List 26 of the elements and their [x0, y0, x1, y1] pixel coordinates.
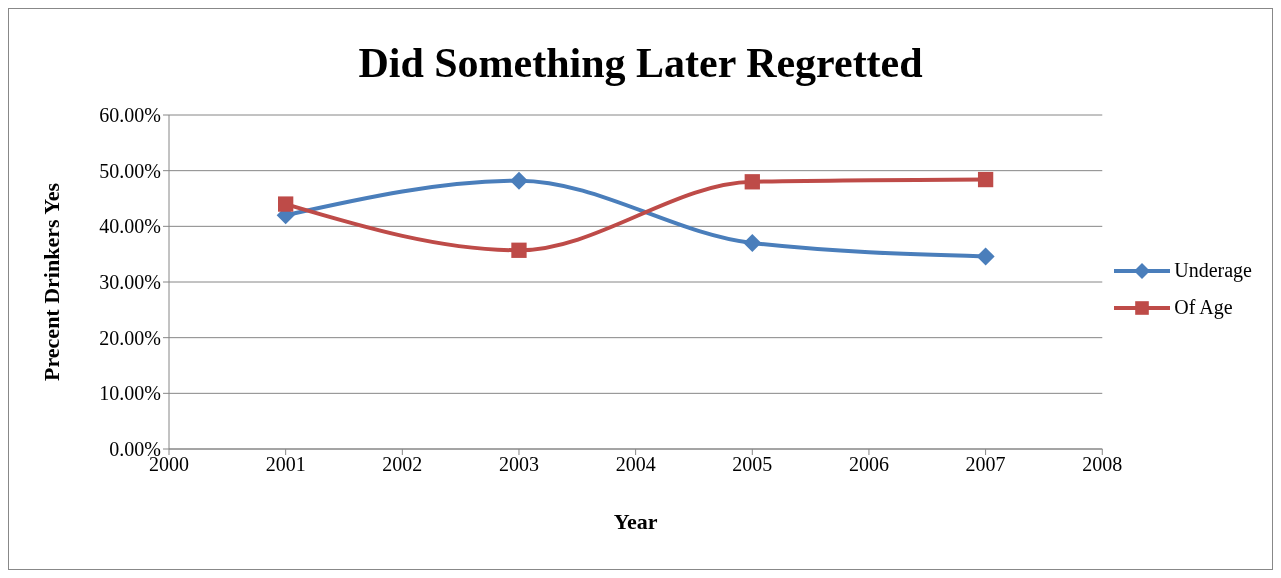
- point: [976, 247, 995, 266]
- y-tick-label: 40.00%: [99, 215, 161, 238]
- y-tick-label: 30.00%: [99, 271, 161, 294]
- point: [744, 174, 760, 190]
- y-tick-label: 60.00%: [99, 104, 161, 127]
- legend-label: Of Age: [1174, 296, 1233, 319]
- x-tick-label: 2008: [1082, 453, 1123, 476]
- x-tick-label: 2006: [848, 453, 889, 476]
- x-tick-label: 2003: [498, 453, 539, 476]
- legend-label: Underage: [1174, 259, 1252, 282]
- y-axis-title: Precent Drinkers Yes: [38, 182, 64, 381]
- y-tick-label: 50.00%: [99, 159, 161, 182]
- point: [511, 242, 527, 258]
- point: [509, 171, 528, 190]
- x-axis-title: Year: [613, 509, 658, 534]
- chart-title: Did Something Later Regretted: [357, 39, 924, 87]
- y-tick-label: 10.00%: [99, 382, 161, 405]
- x-tick-label: 2004: [615, 453, 656, 476]
- x-tick-label: 2007: [965, 453, 1006, 476]
- x-tick-label: 2001: [265, 453, 306, 476]
- y-tick-label: 20.00%: [99, 326, 161, 349]
- point: [278, 196, 294, 212]
- point: [743, 234, 762, 253]
- x-tick-label: 2005: [732, 453, 773, 476]
- point: [977, 171, 994, 188]
- x-tick-label: 2002: [382, 453, 423, 476]
